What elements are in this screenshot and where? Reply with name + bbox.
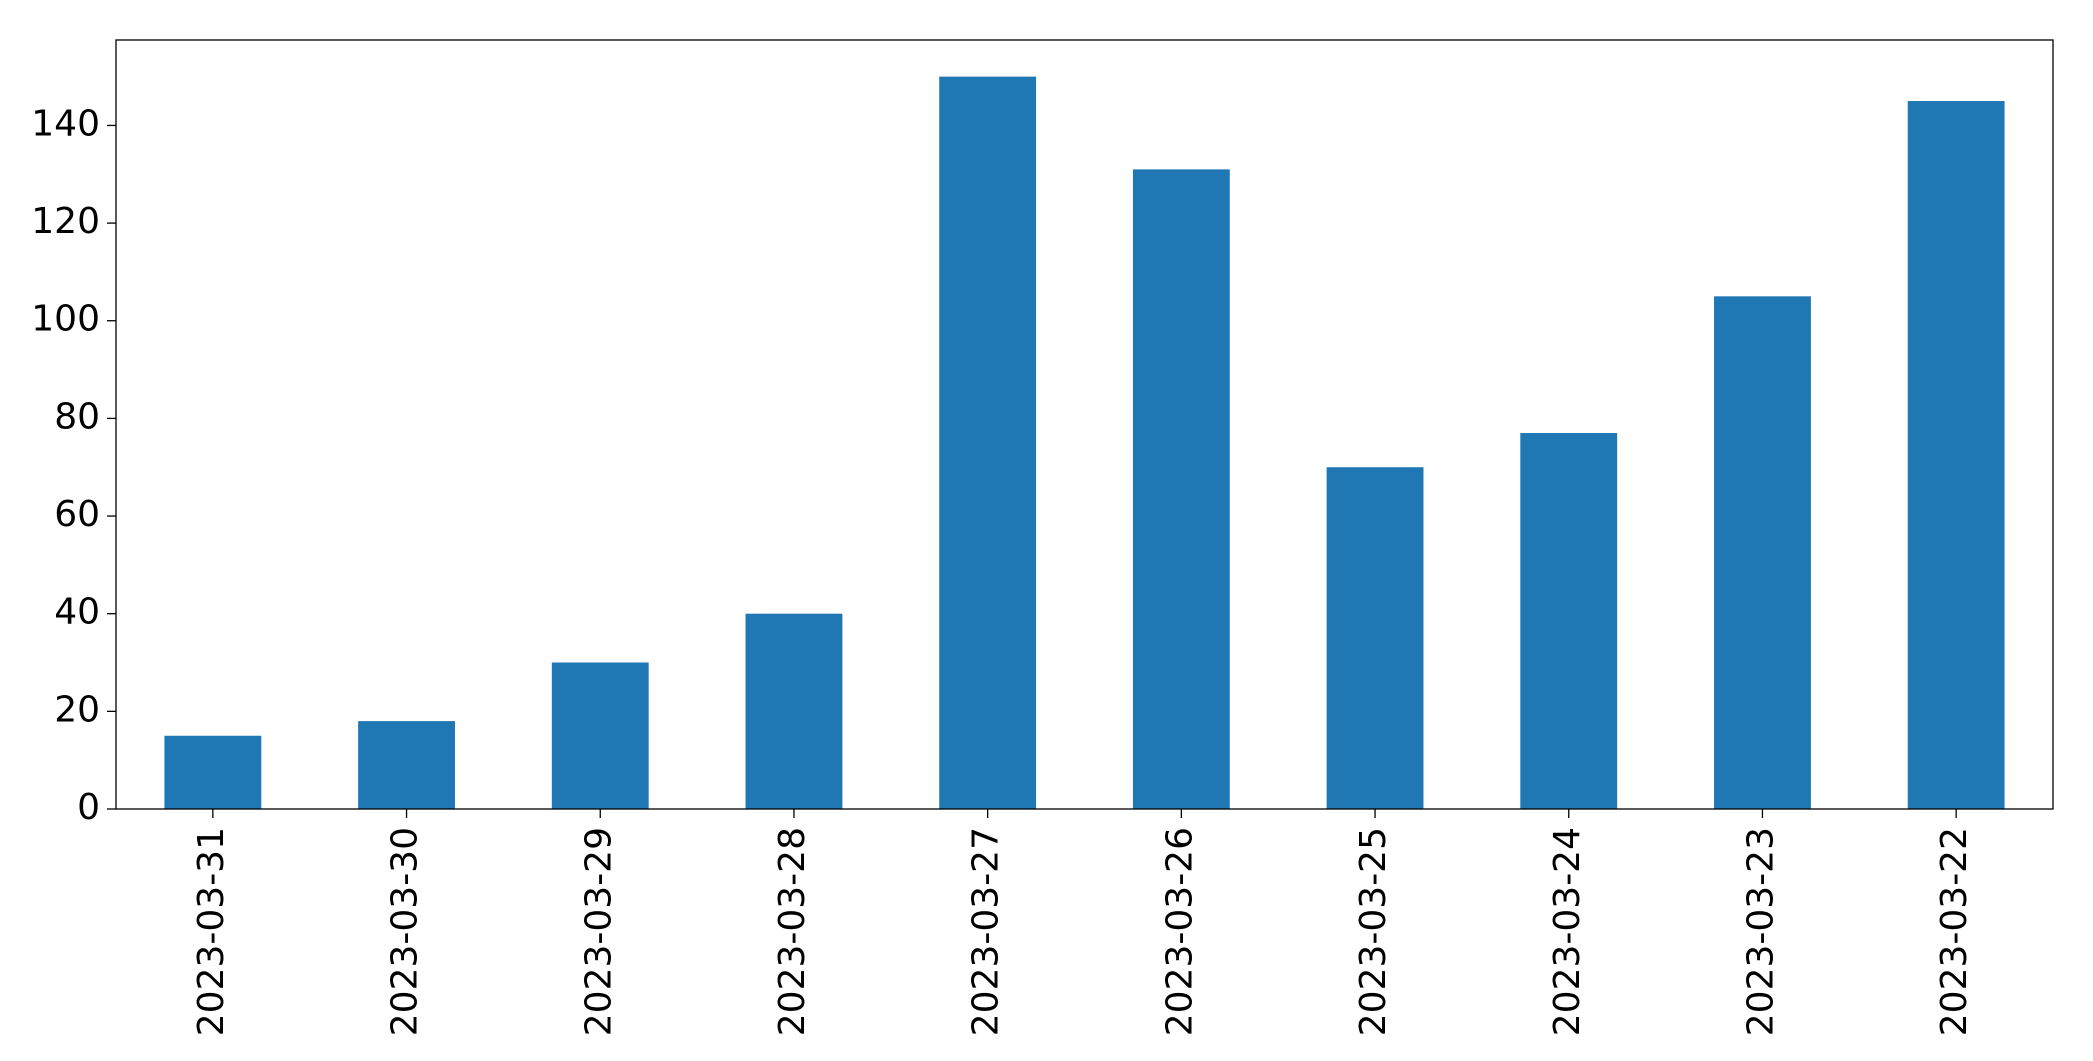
x-tick-label: 2023-03-26 [1159, 827, 1200, 1036]
bar [1326, 467, 1424, 809]
bar [1907, 101, 2005, 810]
y-tick-label: 140 [31, 103, 100, 144]
bar [164, 735, 262, 809]
y-tick-label: 0 [77, 787, 100, 828]
y-tick-label: 20 [54, 689, 100, 730]
bar [939, 76, 1037, 810]
bar [1132, 169, 1230, 809]
plot-frame [115, 39, 2054, 810]
bar [1714, 296, 1811, 809]
y-tick-label: 60 [54, 494, 100, 535]
x-tick-label: 2023-03-24 [1547, 827, 1588, 1036]
y-tick-label: 100 [31, 299, 100, 340]
x-tick-label: 2023-03-28 [772, 827, 813, 1036]
x-tick-label: 2023-03-29 [578, 827, 619, 1036]
x-tick-label: 2023-03-27 [966, 827, 1007, 1036]
y-tick-label: 120 [31, 201, 100, 242]
x-tick-label: 2023-03-30 [385, 827, 426, 1036]
bar [551, 662, 649, 809]
bar [1520, 433, 1618, 809]
x-tick-label: 2023-03-23 [1740, 827, 1781, 1036]
y-tick-label: 40 [54, 592, 100, 633]
x-tick-label: 2023-03-22 [1934, 827, 1975, 1036]
y-tick-label: 80 [54, 396, 100, 437]
bar [358, 721, 455, 809]
x-tick-label: 2023-03-31 [191, 827, 232, 1036]
bar [745, 613, 843, 809]
x-tick-label: 2023-03-25 [1353, 827, 1394, 1036]
